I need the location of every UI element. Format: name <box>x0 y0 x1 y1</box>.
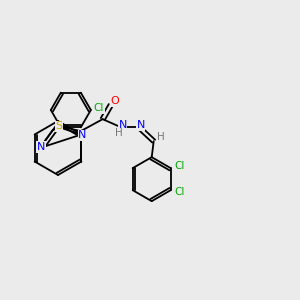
Text: Cl: Cl <box>94 103 104 113</box>
Text: N: N <box>78 130 87 140</box>
Text: H: H <box>115 128 123 138</box>
Text: Cl: Cl <box>175 161 185 171</box>
Text: H: H <box>157 132 165 142</box>
Text: N: N <box>118 120 127 130</box>
Text: S: S <box>55 121 62 131</box>
Text: N: N <box>136 120 145 130</box>
Text: N: N <box>37 142 45 152</box>
Text: O: O <box>110 96 119 106</box>
Text: Cl: Cl <box>175 187 185 197</box>
